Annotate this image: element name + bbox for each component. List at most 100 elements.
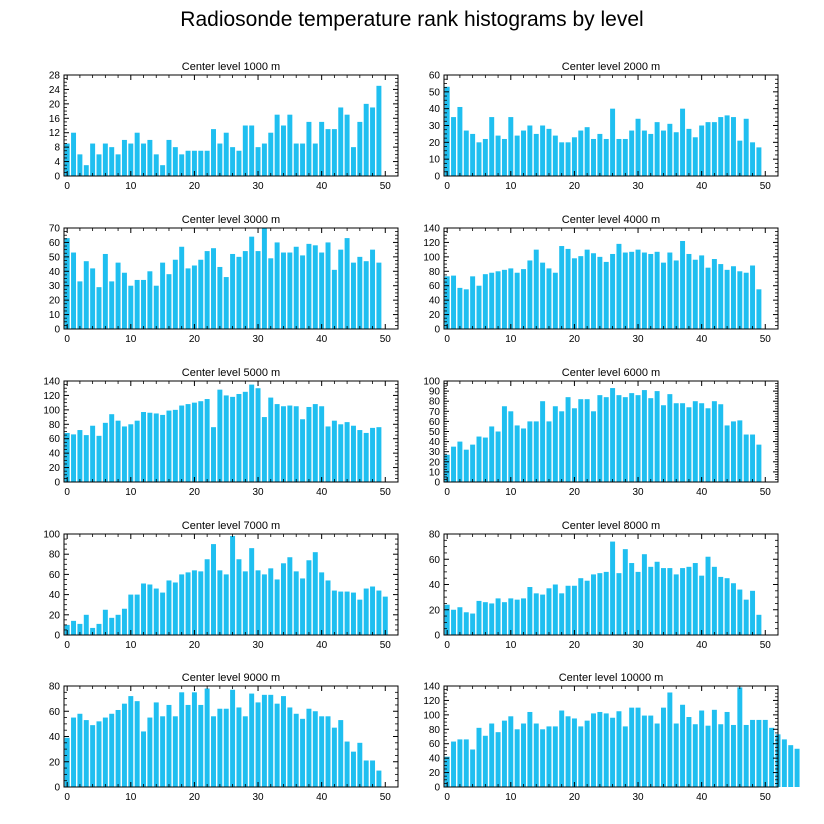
bar xyxy=(673,132,679,176)
bar xyxy=(147,717,153,787)
y-tick-label: 120 xyxy=(423,238,440,249)
bar xyxy=(603,138,609,176)
bar xyxy=(319,252,325,329)
y-tick-label: 60 xyxy=(49,570,61,581)
bar xyxy=(217,266,223,329)
bar xyxy=(692,401,698,482)
bar xyxy=(153,702,159,787)
bar xyxy=(300,578,306,635)
bar xyxy=(463,449,469,482)
bar xyxy=(83,720,89,787)
panel-title: Center level 6000 m xyxy=(562,367,660,379)
bar xyxy=(370,107,376,176)
x-tick-label: 0 xyxy=(444,792,450,803)
panel-8: Center level 8000 m 0 20 40 60 80 0 10 20 30 40 50 xyxy=(429,520,779,651)
bar xyxy=(514,599,520,635)
bar xyxy=(705,408,711,482)
bar xyxy=(686,717,692,787)
bar xyxy=(306,121,312,176)
bar xyxy=(268,397,274,482)
bar xyxy=(268,258,274,329)
bar xyxy=(71,620,77,635)
bar xyxy=(737,140,743,176)
bar xyxy=(198,704,204,787)
bar xyxy=(692,137,698,176)
bar xyxy=(160,165,166,176)
panel-10: Center level 10000 m 0 20 40 60 80 100 120 140 0 1… xyxy=(423,672,800,803)
bar xyxy=(737,687,743,787)
bar xyxy=(249,125,255,176)
bar xyxy=(261,143,267,176)
bar xyxy=(730,583,736,635)
bar xyxy=(565,248,571,329)
bar xyxy=(750,265,756,329)
y-tick-label: 40 xyxy=(49,267,61,278)
bar xyxy=(699,255,705,329)
bar xyxy=(83,261,89,329)
bar xyxy=(376,590,382,635)
y-tick-label: 40 xyxy=(429,437,441,448)
bar xyxy=(476,142,482,176)
x-tick-label: 20 xyxy=(569,334,581,345)
y-tick-label: 40 xyxy=(49,449,61,460)
bar xyxy=(274,404,280,482)
bar xyxy=(661,130,666,176)
bar xyxy=(115,154,121,176)
bar xyxy=(533,421,539,482)
bar xyxy=(325,580,331,635)
y-tick-label: 16 xyxy=(49,114,61,125)
bar xyxy=(300,143,306,176)
bar xyxy=(451,741,457,787)
bar xyxy=(705,556,711,635)
bar xyxy=(153,285,159,329)
bar xyxy=(90,627,96,635)
y-tick-label: 40 xyxy=(429,754,441,765)
bar xyxy=(370,249,376,329)
y-tick-label: 100 xyxy=(423,377,440,388)
x-tick-label: 40 xyxy=(696,640,708,651)
bar xyxy=(179,574,185,635)
y-tick-label: 4 xyxy=(54,157,60,168)
bar xyxy=(743,724,749,787)
bar xyxy=(444,454,450,482)
bar xyxy=(281,252,286,329)
bar xyxy=(338,424,344,482)
bar xyxy=(242,571,248,635)
bar xyxy=(584,249,590,329)
bar xyxy=(641,715,647,787)
bar xyxy=(109,147,115,176)
bar xyxy=(115,420,121,482)
y-tick-label: 40 xyxy=(429,580,441,591)
x-tick-label: 0 xyxy=(444,487,450,498)
bar xyxy=(230,253,236,329)
x-tick-label: 10 xyxy=(125,487,137,498)
bar xyxy=(64,737,70,787)
bar xyxy=(610,108,616,176)
bar xyxy=(134,701,140,787)
bar xyxy=(444,276,450,329)
bar xyxy=(571,408,577,482)
bar xyxy=(312,143,318,176)
bar xyxy=(217,570,223,635)
y-tick-label: 30 xyxy=(429,121,441,132)
bar xyxy=(667,568,673,635)
bar xyxy=(724,578,730,635)
bar xyxy=(312,245,318,329)
y-tick-label: 0 xyxy=(54,631,60,642)
x-tick-label: 20 xyxy=(569,181,581,192)
bar xyxy=(249,236,255,329)
bar xyxy=(686,407,692,482)
bar xyxy=(350,425,356,482)
bar xyxy=(565,585,571,635)
bar xyxy=(230,147,236,176)
bar xyxy=(223,574,229,635)
bar xyxy=(540,401,546,482)
y-tick-label: 80 xyxy=(49,550,61,561)
y-tick-label: 40 xyxy=(49,732,61,743)
bar xyxy=(470,133,476,176)
bar xyxy=(571,718,577,787)
bar xyxy=(217,389,223,482)
bar xyxy=(141,143,146,176)
bar xyxy=(185,704,191,787)
